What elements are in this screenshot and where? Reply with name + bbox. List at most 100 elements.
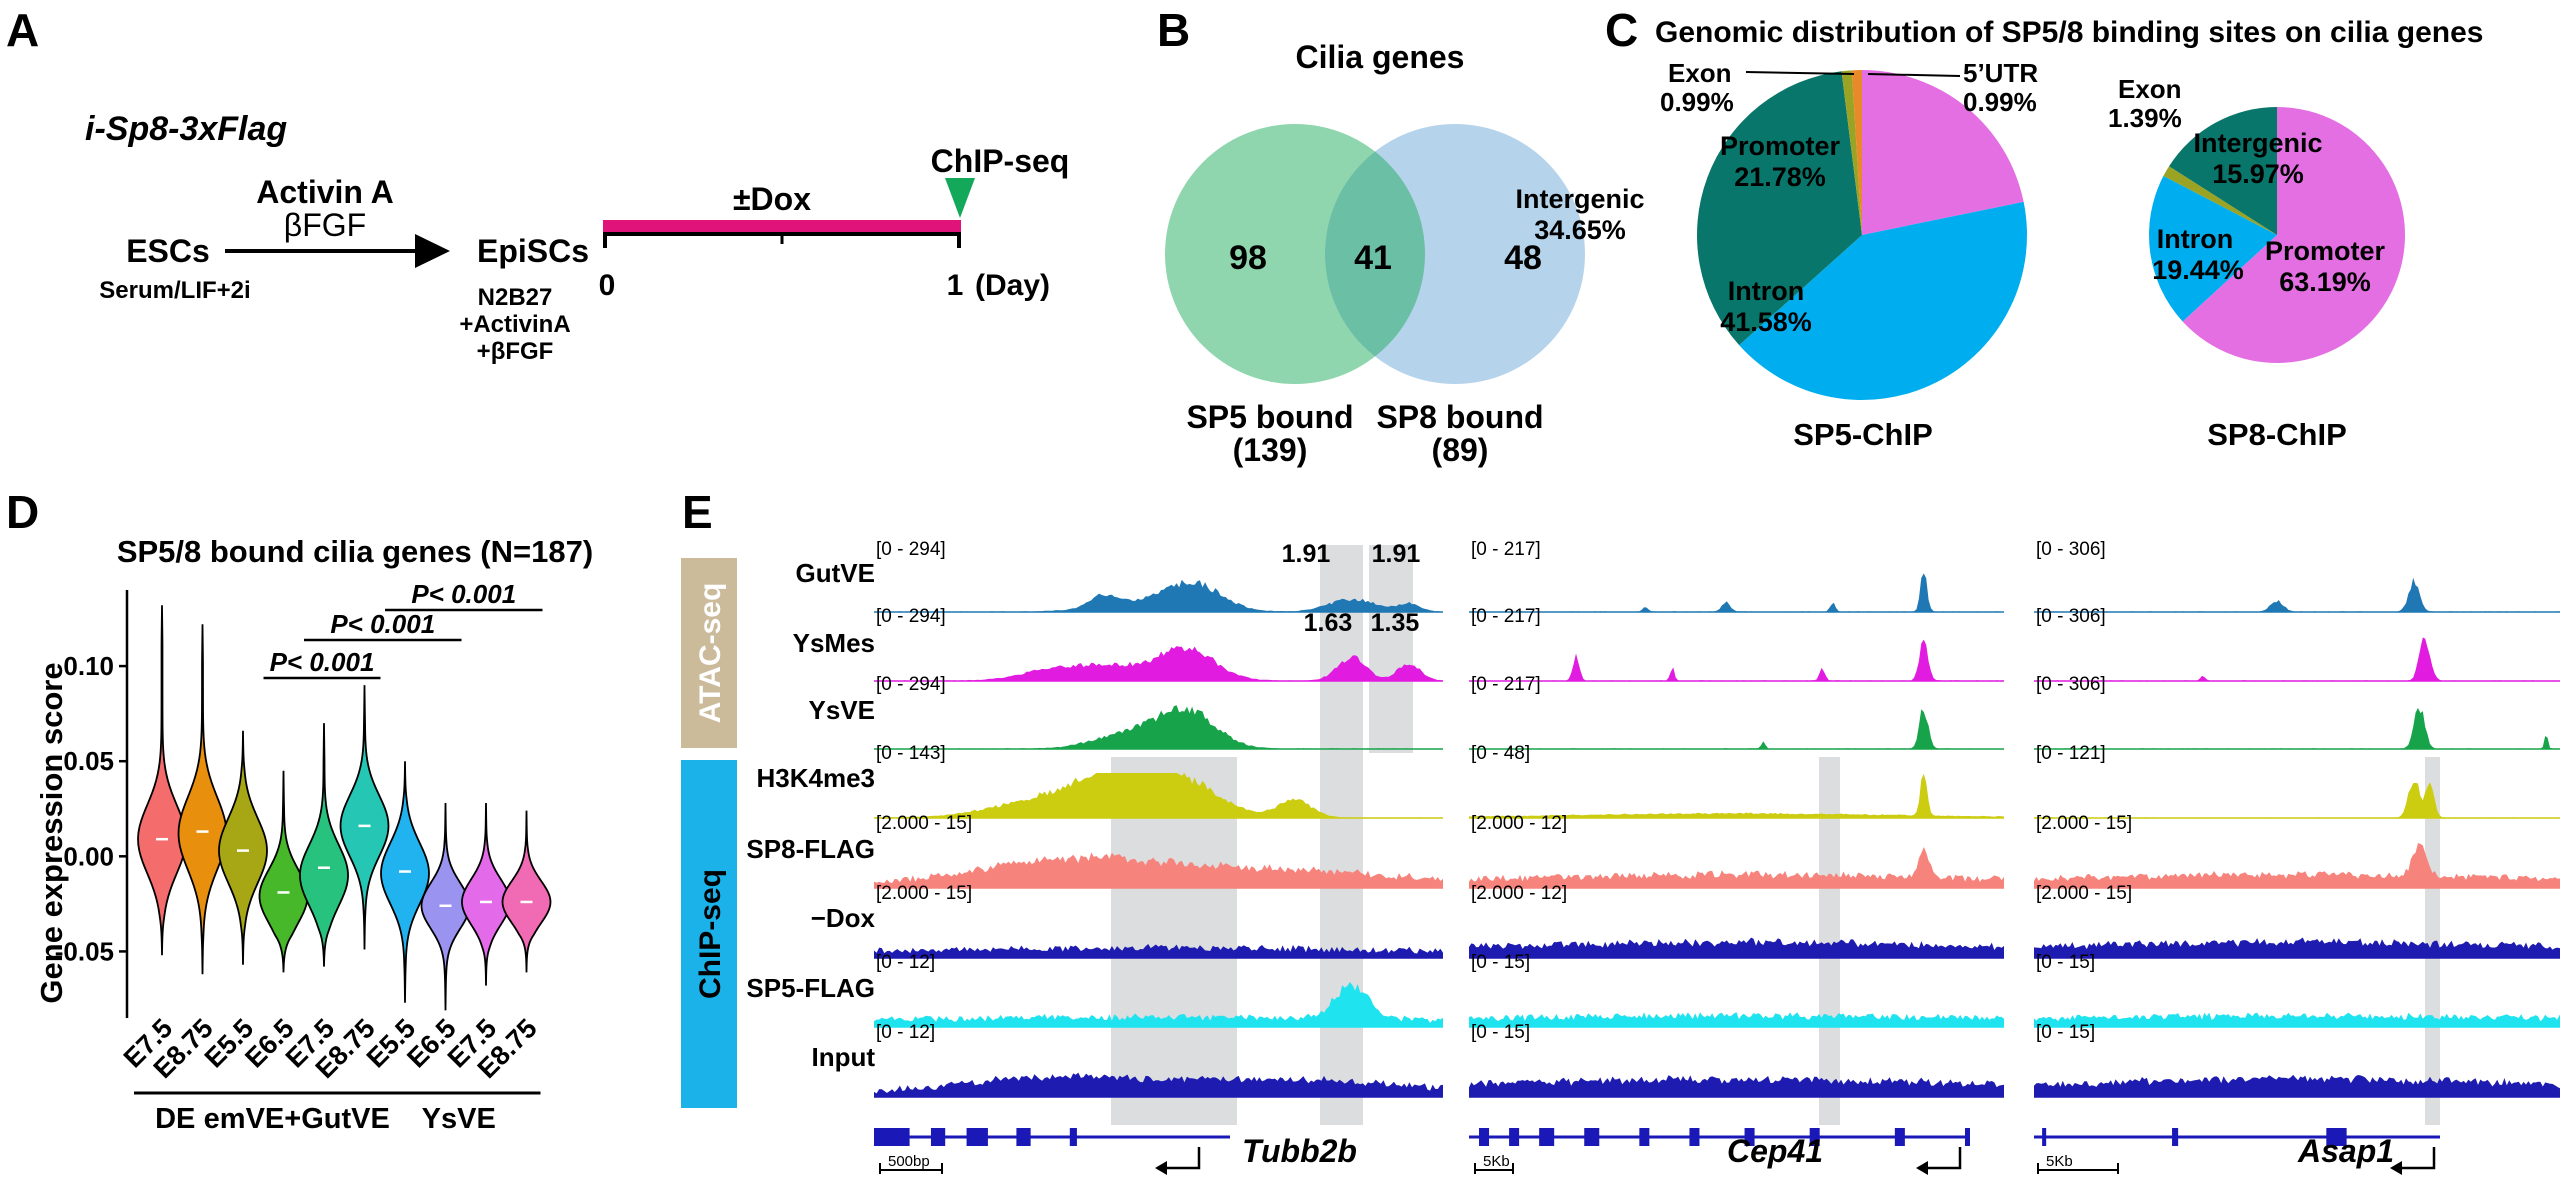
violin-x-tick-labels: E7.5E8.75E5.5E6.5E7.5E8.75E5.5E6.5E7.5E8… — [118, 1013, 543, 1084]
venn-sp8-label: SP8 bound — [1376, 399, 1543, 435]
pie-sp5-value-intron: 41.58% — [1720, 307, 1812, 337]
pie-sp5-value-utr: 0.99% — [1963, 87, 2037, 117]
venn-sp5-total: (139) — [1233, 432, 1308, 468]
pie-sp8-value-promoter: 63.19% — [2279, 267, 2371, 297]
panel-label-e: E — [682, 486, 713, 538]
pie-sp8-slice-exon — [2163, 166, 2277, 235]
y-tick-label: 0.00 — [63, 841, 114, 871]
pie-sp8-label-promoter: Promoter — [2265, 236, 2386, 266]
track-label-7: SP5-FLAG — [746, 973, 875, 1003]
scale-bar-label-asap1: 5Kb — [2046, 1153, 2073, 1170]
tss-arrow-head-tubb2b — [1155, 1161, 1167, 1175]
significance-label-3: P< 0.001 — [411, 579, 516, 609]
venn-sp8-total: (89) — [1432, 432, 1489, 468]
gene-exon-cep41-9 — [1894, 1128, 1905, 1146]
venn-overlap-count: 41 — [1354, 239, 1392, 277]
factors-line-2: βFGF — [284, 207, 366, 243]
violin-3 — [218, 730, 268, 965]
track-tubb2b-7 — [874, 982, 1443, 1027]
track-range-asap1-6: [2.000 - 15] — [2036, 883, 2132, 904]
chipseq-timepoint-label: ChIP-seq — [931, 143, 1070, 179]
gene-exon-asap1-3 — [2326, 1128, 2347, 1146]
track-label-1: GutVE — [796, 558, 875, 588]
day-1-label: 1 — [947, 269, 964, 302]
gene-exon-tubb2b-2 — [930, 1128, 946, 1146]
track-cep41-4 — [1469, 773, 2004, 818]
peak-value-ysmes-2: 1.35 — [1371, 609, 1420, 637]
panel-label-d: D — [6, 486, 39, 538]
tss-arrow-head-asap1 — [2390, 1161, 2402, 1175]
significance-label-1: P< 0.001 — [270, 647, 375, 677]
panel-e: E ATAC-seq ChIP-seq GutVE YsMes YsVE H3K4me… — [681, 486, 2560, 1175]
y-tick-label: -0.05 — [55, 936, 114, 966]
pie-sp8-value-exon: 1.39% — [2108, 103, 2182, 133]
gene-exon-cep41-4 — [1584, 1128, 1600, 1146]
track-tubb2b-3 — [874, 705, 1443, 749]
gene-exon-asap1-2 — [2172, 1128, 2179, 1146]
gene-exon-tubb2b-3 — [966, 1128, 988, 1146]
violin-2 — [177, 624, 228, 975]
track-asap1-7 — [2034, 1012, 2560, 1027]
pie-sp5-value-intergenic: 34.65% — [1534, 215, 1626, 245]
pie-sp5-label-exon: Exon — [1668, 58, 1732, 88]
panel-c: C Genomic distribution of SP5/8 binding … — [1515, 4, 2483, 452]
venn-sp5-label: SP5 bound — [1186, 399, 1353, 435]
pie-sp8-label-intron: Intron — [2157, 224, 2233, 254]
pie-title: Genomic distribution of SP5/8 binding si… — [1655, 16, 2483, 49]
peak-value-gutve-1: 1.91 — [1282, 540, 1331, 568]
track-range-cep41-7: [0 - 15] — [1471, 952, 1530, 973]
track-range-tubb2b-3: [0 - 294] — [876, 674, 946, 695]
track-cep41-1 — [1469, 573, 2004, 612]
track-range-asap1-4: [0 - 121] — [2036, 743, 2106, 764]
gene-exon-asap1-1 — [2042, 1128, 2047, 1146]
track-asap1-4 — [2034, 782, 2560, 818]
track-range-tubb2b-8: [0 - 12] — [876, 1022, 935, 1043]
track-tubb2b-1 — [874, 579, 1443, 612]
track-range-cep41-3: [0 - 217] — [1471, 674, 1541, 695]
track-asap1-6 — [2034, 937, 2560, 958]
track-range-tubb2b-1: [0 - 294] — [876, 539, 946, 560]
gene-exon-cep41-8 — [1809, 1128, 1820, 1146]
significance-label-2: P< 0.001 — [330, 609, 435, 639]
violin-groups: DE emVE+GutVE YsVE — [134, 1091, 541, 1135]
track-range-tubb2b-7: [0 - 12] — [876, 952, 935, 973]
violins — [137, 605, 552, 1011]
track-range-cep41-1: [0 - 217] — [1471, 539, 1541, 560]
episc-condition-1: N2B27 — [478, 284, 553, 311]
pie-sp5-value-promoter: 21.78% — [1734, 162, 1826, 192]
pie-sp8-name: SP8-ChIP — [2207, 417, 2347, 452]
track-asap1-2 — [2034, 637, 2560, 681]
track-range-cep41-5: [2.000 - 12] — [1471, 813, 1567, 834]
tss-arrow-head-cep41 — [1916, 1161, 1928, 1175]
esc-conditions: Serum/LIF+2i — [99, 277, 250, 304]
atac-label: ATAC-seq — [694, 583, 727, 724]
venn-sp5-only-count: 98 — [1229, 239, 1267, 277]
y-tick-label: 0.10 — [63, 651, 114, 681]
gene-models: Tubb2b 500bp Cep41 5Kb Asap1 5Kb — [874, 1128, 2440, 1175]
track-range-asap1-2: [0 - 306] — [2036, 606, 2106, 627]
pie-sp5-chip — [1697, 70, 2028, 401]
track-cep41-8 — [1469, 1075, 2004, 1097]
y-tick-label: 0.05 — [63, 746, 114, 776]
day-unit-label: (Day) — [975, 269, 1050, 302]
violin-5 — [299, 723, 349, 967]
track-asap1-3 — [2034, 707, 2560, 749]
esc-label: ESCs — [126, 233, 210, 269]
highlight-region-1 — [1320, 545, 1363, 1125]
pie-sp5-label-intron: Intron — [1728, 276, 1804, 306]
day-0-label: 0 — [599, 269, 616, 302]
track-range-asap1-7: [0 - 15] — [2036, 952, 2095, 973]
track-range-tubb2b-2: [0 - 294] — [876, 606, 946, 627]
atac-label-box — [681, 558, 737, 748]
violin-9 — [461, 803, 511, 986]
violin-10 — [501, 810, 552, 973]
episc-label: EpiSCs — [477, 233, 589, 269]
venn-sp8-only-count: 48 — [1504, 239, 1542, 277]
highlight-region-5 — [2425, 757, 2440, 1125]
track-range-asap1-8: [0 - 15] — [2036, 1022, 2095, 1043]
track-range-tubb2b-4: [0 - 143] — [876, 743, 946, 764]
venn-title: Cilia genes — [1296, 39, 1465, 75]
gene-exon-cep41-3 — [1539, 1128, 1555, 1146]
gene-exon-cep41-1 — [1479, 1128, 1490, 1146]
